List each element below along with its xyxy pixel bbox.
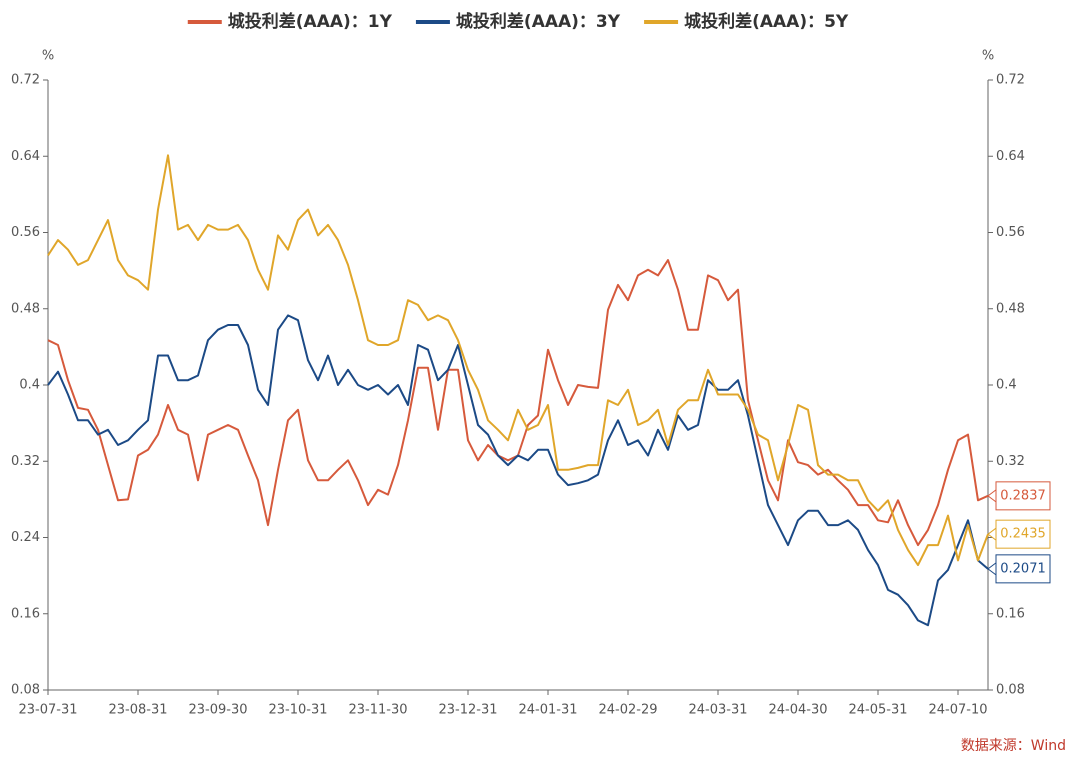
y-tick-label: 0.4 xyxy=(19,378,40,393)
x-tick-label: 23-10-31 xyxy=(268,703,327,718)
y2-tick-label: 0.56 xyxy=(996,225,1025,240)
y-unit: % xyxy=(42,49,54,64)
y-tick-label: 0.16 xyxy=(11,606,40,621)
x-tick-label: 23-12-31 xyxy=(438,703,497,718)
y2-tick-label: 0.64 xyxy=(996,149,1025,164)
y2-tick-label: 0.32 xyxy=(996,454,1025,469)
x-tick-label: 24-01-31 xyxy=(518,703,577,718)
y2-tick-label: 0.72 xyxy=(996,73,1025,88)
end-label-box xyxy=(995,481,1051,511)
y-tick-label: 0.32 xyxy=(11,454,40,469)
legend-label: 城投利差(AAA)：5Y xyxy=(684,11,849,32)
y-tick-label: 0.48 xyxy=(11,301,40,316)
end-label-pointer xyxy=(987,527,997,542)
end-label-pointer xyxy=(987,488,997,503)
x-tick-label: 24-02-29 xyxy=(598,703,657,718)
x-tick-label: 23-09-30 xyxy=(188,703,247,718)
y2-tick-label: 0.4 xyxy=(996,378,1017,393)
legend-label: 城投利差(AAA)：1Y xyxy=(228,11,393,32)
y2-unit: % xyxy=(982,49,994,64)
x-tick-label: 24-03-31 xyxy=(688,703,747,718)
x-tick-label: 23-08-31 xyxy=(108,703,167,718)
y2-tick-label: 0.16 xyxy=(996,606,1025,621)
y2-tick-label: 0.08 xyxy=(996,683,1025,698)
end-label-box xyxy=(995,519,1051,549)
end-label: 0.2837 xyxy=(1000,488,1046,503)
series-line xyxy=(47,154,989,567)
source: 数据来源：Wind xyxy=(961,738,1066,754)
x-tick-label: 23-07-31 xyxy=(18,703,77,718)
end-label: 0.2071 xyxy=(1000,561,1046,576)
legend: 城投利差(AAA)：1Y 城投利差(AAA)：3Y 城投利差(AAA)：5Y xyxy=(187,11,849,32)
x-tick-label: 24-05-31 xyxy=(848,703,907,718)
series-line xyxy=(47,314,989,627)
x-tick-label: 24-07-10 xyxy=(928,703,987,718)
legend-label: 城投利差(AAA)：3Y xyxy=(456,11,621,32)
end-label-box xyxy=(995,554,1051,584)
y-tick-label: 0.72 xyxy=(11,73,40,88)
series-line xyxy=(47,259,989,547)
y-tick-label: 0.08 xyxy=(11,683,40,698)
y-tick-label: 0.56 xyxy=(11,225,40,240)
y-tick-label: 0.24 xyxy=(11,530,40,545)
end-label: 0.2435 xyxy=(1000,527,1046,542)
end-label-pointer xyxy=(987,561,997,576)
y2-tick-label: 0.48 xyxy=(996,301,1025,316)
x-tick-label: 23-11-30 xyxy=(348,703,407,718)
x-tick-label: 24-04-30 xyxy=(768,703,827,718)
y-tick-label: 0.64 xyxy=(11,149,40,164)
